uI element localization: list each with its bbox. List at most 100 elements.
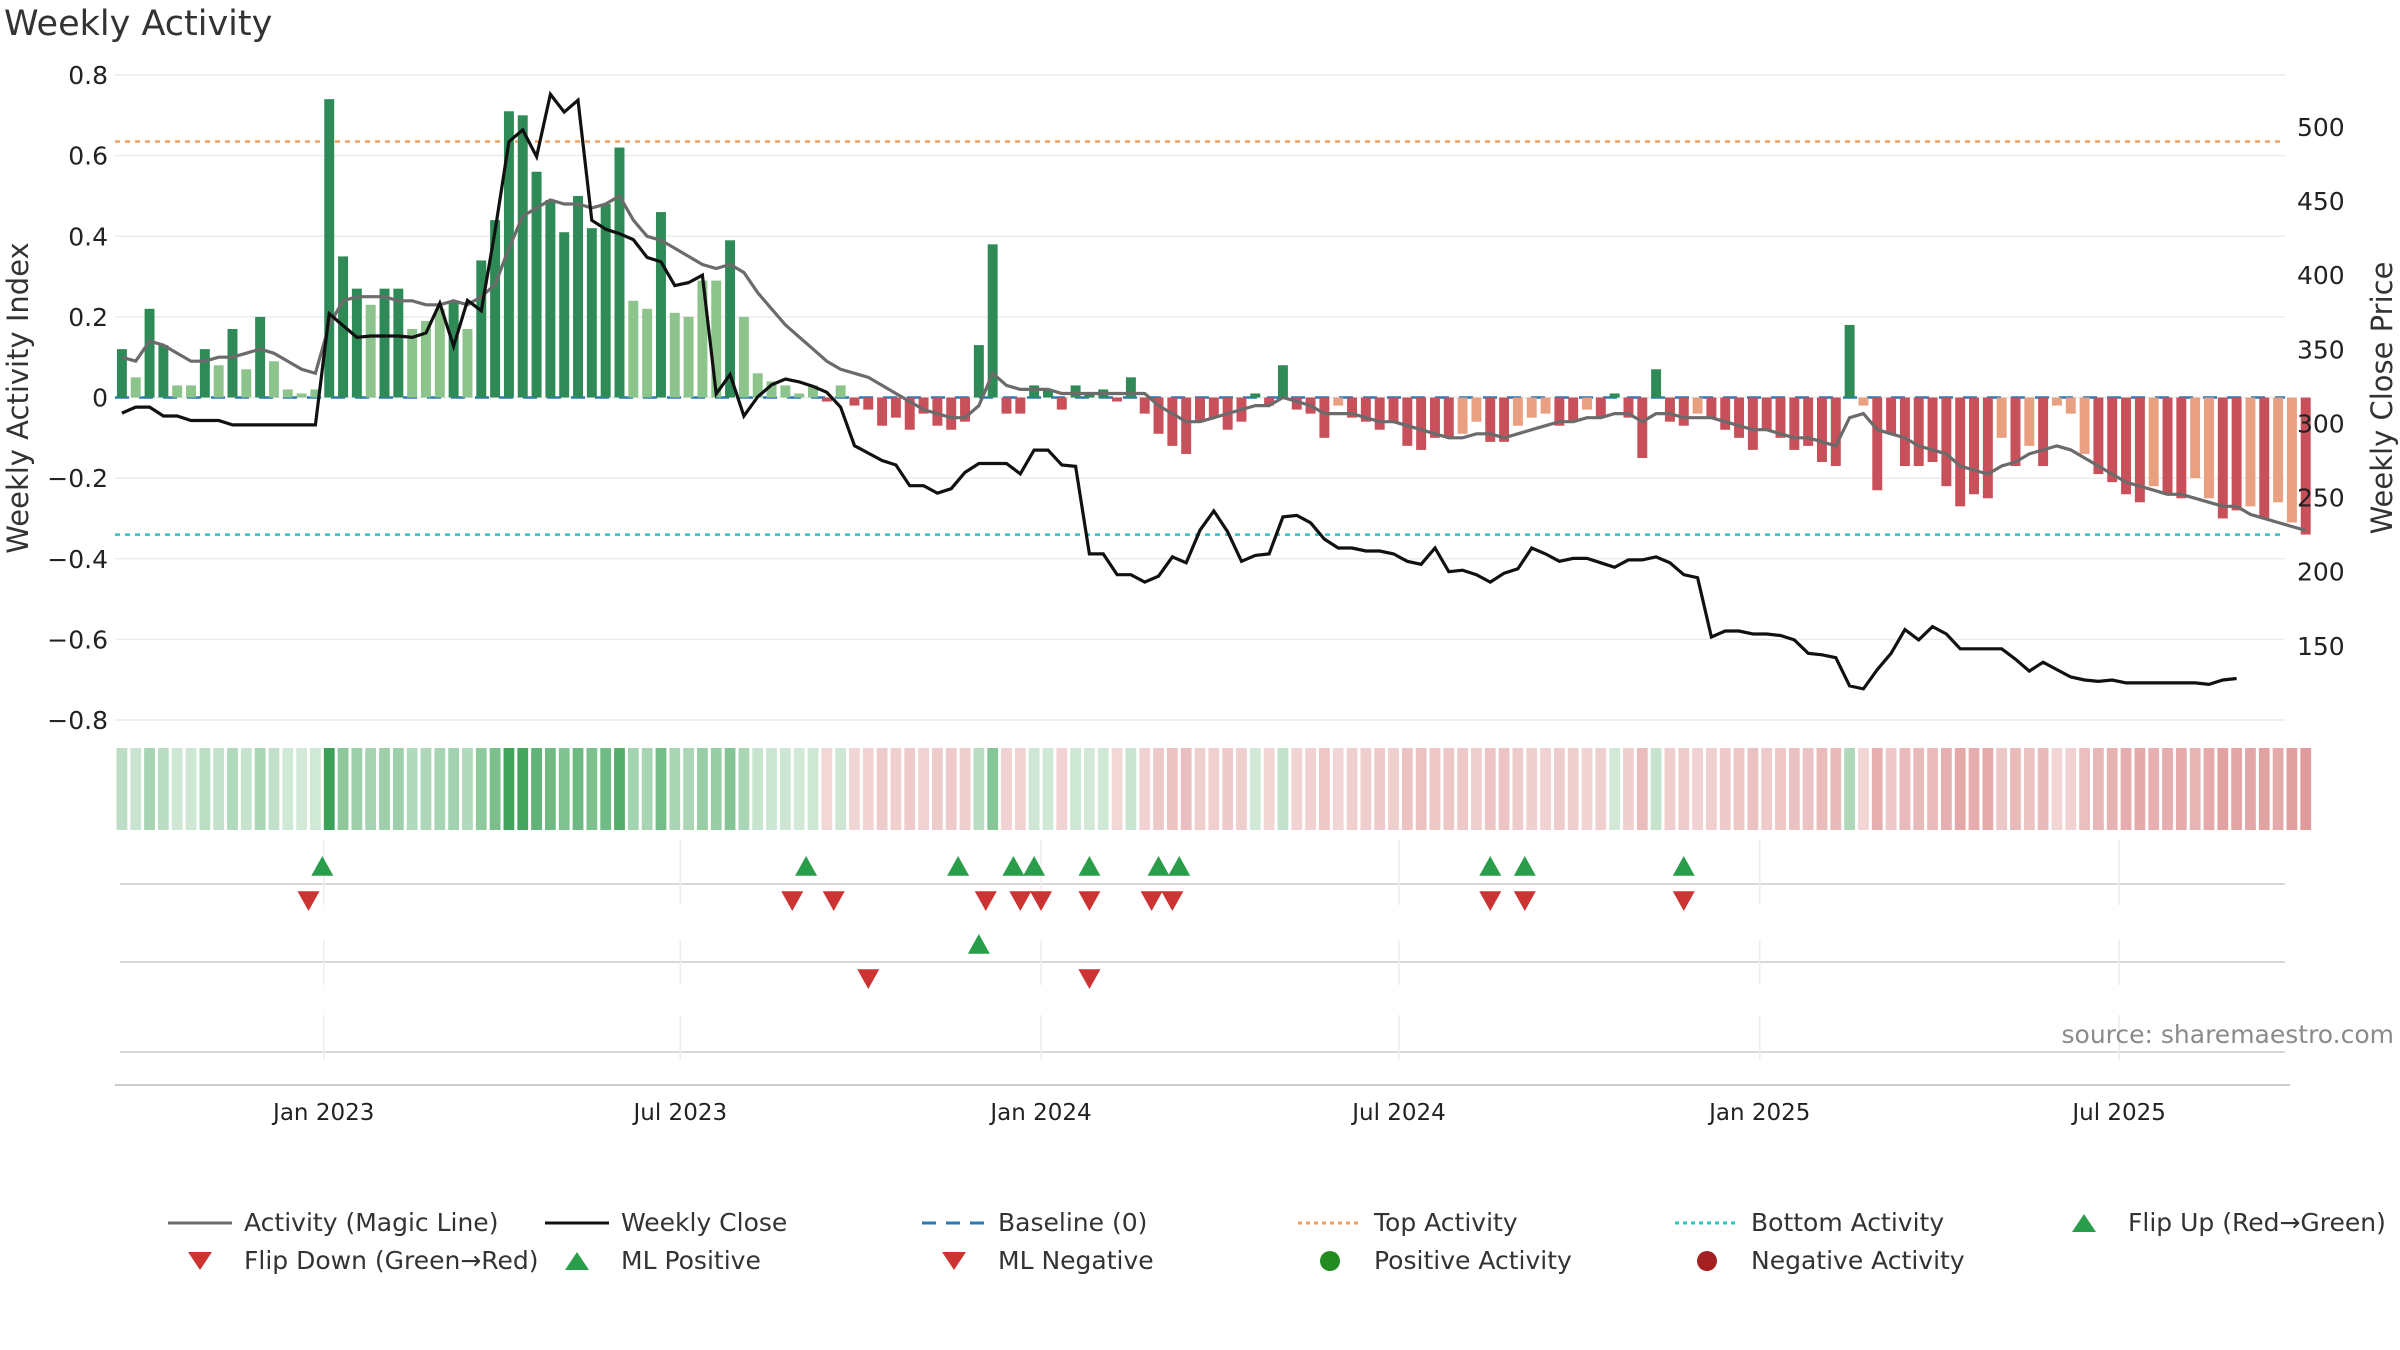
heat-cell	[282, 748, 294, 830]
heat-cell	[1180, 748, 1192, 830]
heat-cell	[1775, 748, 1786, 830]
heat-cell	[890, 748, 902, 830]
activity-bar	[1153, 397, 1164, 434]
heat-cell	[1761, 748, 1773, 830]
activity-bar	[255, 316, 266, 398]
y2-tick-label: 500	[2297, 113, 2345, 142]
heat-cell	[766, 748, 777, 830]
legend-item-ml-positive: ML Positive	[545, 1246, 761, 1275]
x-tick-label: Jan 2024	[988, 1100, 1091, 1126]
solid-line-gray-icon	[168, 1221, 232, 1224]
heat-cell	[310, 748, 321, 830]
heat-cell	[1346, 748, 1358, 830]
heat-cell	[1153, 748, 1164, 830]
activity-bar	[1830, 397, 1841, 467]
heat-cell	[406, 748, 418, 830]
heat-cell	[586, 748, 598, 830]
y2-tick-label: 400	[2297, 261, 2345, 290]
flip-up-marker	[1672, 856, 1695, 876]
activity-bar	[821, 397, 832, 402]
activity-bar	[1789, 397, 1800, 450]
activity-bar	[890, 397, 901, 418]
activity-bar	[849, 397, 860, 406]
activity-bar	[2024, 397, 2035, 446]
heat-cell	[2120, 748, 2132, 830]
heat-cell	[517, 748, 529, 830]
activity-bar	[1927, 397, 1938, 462]
y-tick-label: 0.4	[68, 222, 108, 251]
activity-bar	[1955, 397, 1966, 507]
activity-bar	[1637, 397, 1648, 458]
activity-bar	[863, 397, 874, 410]
activity-bar	[1291, 397, 1302, 410]
heat-cell	[600, 748, 612, 830]
activity-bar	[1388, 397, 1399, 422]
y-tick-label: 0	[92, 384, 108, 413]
heat-cell	[1001, 748, 1012, 830]
heat-cell	[544, 748, 556, 830]
heat-cell	[2093, 748, 2104, 830]
heat-cell	[2286, 748, 2298, 830]
activity-bar	[1540, 397, 1551, 414]
activity-bars	[116, 99, 2311, 535]
ml-negative-marker	[857, 969, 880, 989]
heat-cell	[475, 748, 487, 830]
chart-title: Weekly Activity	[4, 4, 273, 44]
activity-bar	[1429, 397, 1440, 438]
triangle-up-green-icon	[565, 1251, 589, 1270]
activity-bar	[1402, 397, 1413, 446]
activity-bar	[545, 199, 556, 398]
heat-cell	[2189, 748, 2201, 830]
heat-cell	[1706, 748, 1717, 830]
heat-cell	[752, 748, 764, 830]
activity-bar	[1457, 397, 1468, 434]
activity-bar	[1609, 393, 1620, 398]
heat-cell	[1291, 748, 1303, 830]
activity-bar	[213, 365, 224, 398]
heat-cell	[1194, 748, 1206, 830]
heat-cell	[1678, 748, 1690, 830]
dotted-line-cyan-icon	[1675, 1221, 1739, 1224]
activity-bar	[158, 345, 169, 398]
heat-cell	[199, 748, 211, 830]
heat-cell	[1388, 748, 1399, 830]
legend-label: ML Positive	[621, 1246, 761, 1275]
activity-bar	[2190, 397, 2201, 479]
heat-cell	[1540, 748, 1551, 830]
activity-bar	[1526, 397, 1537, 418]
heat-cell	[2023, 748, 2035, 830]
activity-bar	[393, 288, 404, 398]
legend-label: Negative Activity	[1751, 1246, 1965, 1275]
activity-bar	[2148, 397, 2159, 487]
y-tick-label: 0.2	[68, 303, 108, 332]
legend-label: Flip Up (Red→Green)	[2128, 1208, 2386, 1237]
activity-bar	[2162, 397, 2173, 495]
heat-cell	[1263, 748, 1275, 830]
heat-cell	[1484, 748, 1496, 830]
activity-bar	[1568, 397, 1579, 422]
heat-cell	[2231, 748, 2243, 830]
heat-cell	[2079, 748, 2090, 830]
heat-cell	[849, 748, 860, 830]
heat-cell	[1858, 748, 1869, 830]
activity-bar	[1554, 397, 1565, 426]
heat-cell	[185, 748, 197, 830]
heat-cell	[738, 748, 750, 830]
flip-down-marker	[822, 891, 845, 911]
heat-cell	[434, 748, 446, 830]
activity-bar	[1775, 397, 1786, 438]
weekly-activity-chart: 0.8 0.6 0.4 0.2 0 −0.2 −0.4 −0.6 −0.8 500 450 400 35…	[1, 61, 2399, 1126]
ml-negative-marker	[1078, 969, 1101, 989]
x-axis: Jan 2023 Jul 2023 Jan 2024 Jul 2024 Jan 2025…	[271, 1100, 2166, 1126]
heat-cell	[392, 748, 404, 830]
heat-cell	[2175, 748, 2187, 830]
heat-cell	[724, 748, 736, 830]
activity-bar	[1250, 393, 1261, 398]
signal-panels	[115, 840, 2290, 1086]
y-tick-label: −0.4	[47, 545, 108, 574]
activity-bar	[1941, 397, 1952, 487]
heat-cell	[1927, 748, 1938, 830]
legend-item-magic-line: Activity (Magic Line)	[168, 1208, 498, 1237]
activity-bar	[1416, 397, 1427, 450]
heat-cell	[2245, 748, 2256, 830]
